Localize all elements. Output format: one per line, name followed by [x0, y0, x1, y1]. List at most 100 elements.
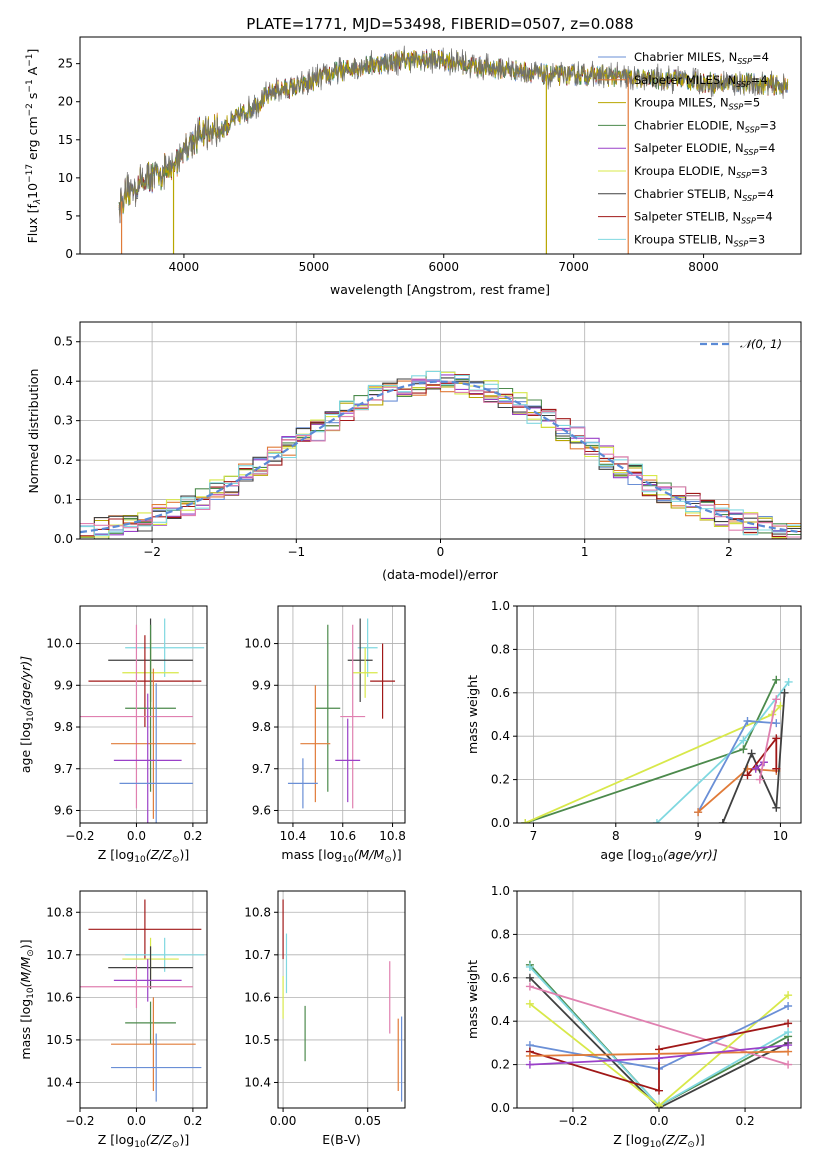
y-axis-label-part: 10	[25, 183, 40, 199]
axes-frame	[79, 890, 208, 1109]
x-tick-label: 8000	[688, 260, 719, 274]
plot-area	[80, 618, 205, 823]
y-axis-label-part: )]	[18, 939, 33, 949]
y-tick-label: 15	[58, 133, 73, 147]
y-axis-label-part: −1	[25, 79, 35, 92]
legend-entry-count: =3	[751, 164, 768, 178]
x-tick-label: 10.6	[329, 829, 356, 843]
x-axis-label-part: )]	[179, 847, 189, 862]
x-tick-label: 0.2	[183, 829, 202, 843]
legend-entry-label: Kroupa STELIB, N	[634, 232, 734, 246]
y-axis-label-part: age [log	[18, 722, 33, 773]
x-tick-label: −0.2	[65, 829, 94, 843]
weight-marker	[743, 771, 752, 780]
x-axis-label-part: ⊙	[172, 1140, 180, 1150]
y-axis-label-part: Flux [f	[25, 204, 40, 244]
legend-entry: Kroupa STELIB, NSSP=3	[634, 232, 765, 248]
y-tick-label: 10.6	[46, 990, 73, 1004]
error-bar-point	[88, 635, 202, 728]
y-axis-label-part: (M/M	[18, 957, 33, 988]
y-tick-label: 0.8	[491, 927, 510, 941]
error-bar-point	[370, 643, 396, 719]
error-bar-point	[80, 624, 193, 809]
axes-frame	[277, 890, 406, 1109]
error-bar-point	[111, 997, 196, 1091]
y-tick-label: 9.9	[54, 678, 73, 692]
x-tick-label: 6000	[428, 260, 459, 274]
y-tick-label: 0.2	[491, 1058, 510, 1072]
legend-entry-count: =4	[756, 210, 773, 224]
weight-marker	[784, 1019, 793, 1028]
legend-entry-subscript: SSP	[742, 194, 757, 203]
axes: −0.2 0.0 0.2 9.6 9.7 9.8 9.9 10.0	[46, 605, 208, 843]
weight-marker	[784, 1002, 793, 1011]
y-tick-label: 0.6	[491, 686, 510, 700]
axes: −2 −1 0 1 2 0.0 0.1 0.2 0.3 0.4 0.5	[54, 321, 802, 559]
y-tick-label: 0.4	[54, 374, 73, 388]
axes: 10.4 10.6 10.8 9.6 9.7 9.8 9.9 10.0	[244, 605, 406, 843]
weight-marker	[772, 803, 781, 812]
weight-marker	[739, 745, 748, 754]
plot-area	[521, 675, 793, 823]
error-bar-point	[340, 624, 366, 809]
error-bar-point	[300, 685, 331, 803]
y-axis-label-part: −1	[25, 54, 35, 67]
legend-entry-subscript: SSP	[734, 239, 749, 248]
y-tick-label: 10.0	[46, 637, 73, 651]
x-axis-label-part: (Z/Z	[146, 847, 173, 862]
weight-marker	[772, 719, 781, 728]
x-axis-label-part: 10	[134, 1140, 146, 1150]
legend-entry: Chabrier STELIB, NSSP=4	[634, 187, 774, 203]
y-tick-label: 10.7	[46, 948, 73, 962]
y-tick-label: 0.0	[491, 1101, 510, 1115]
y-axis-label-part: −17	[25, 164, 35, 183]
y-tick-label: 0.4	[491, 1014, 510, 1028]
y-axis-label-part: −2	[25, 103, 35, 116]
y-axis-label: Normed distribution	[26, 369, 41, 494]
y-axis-label: mass weight	[465, 960, 480, 1039]
x-axis-label: (data-model)/error	[382, 567, 499, 582]
error-bar-point	[111, 1033, 202, 1102]
y-tick-label: 0.6	[491, 971, 510, 985]
weight-marker	[525, 1060, 534, 1069]
y-tick-label: 10.7	[244, 948, 271, 962]
x-axis-label-part: (M/M	[354, 847, 385, 862]
y-tick-label: 10.4	[46, 1075, 73, 1089]
y-tick-label: 10.8	[244, 905, 271, 919]
axes: 0.00 0.05 10.4 10.5 10.6 10.7 10.8	[244, 890, 406, 1128]
weight-marker	[784, 1060, 793, 1069]
legend-entry: Chabrier ELODIE, NSSP=3	[634, 118, 776, 134]
error-bar-point	[357, 618, 378, 677]
x-tick-label: 0.0	[127, 1114, 146, 1128]
y-axis-label: Flux [fλ10−17 erg cm−2 s−1 A−1]	[25, 49, 43, 244]
x-axis-label-part: 10	[652, 855, 664, 865]
legend: 𝒩(0, 1)	[700, 337, 782, 351]
legend-entry-label: Salpeter STELIB, N	[634, 210, 741, 224]
x-tick-label: 0.05	[354, 1114, 381, 1128]
x-tick-label: 0.00	[270, 1114, 297, 1128]
error-bar-point	[125, 1001, 176, 1045]
x-tick-label: −0.2	[558, 1114, 587, 1128]
y-tick-label: 0.4	[491, 729, 510, 743]
y-axis-label-part: mass [log	[18, 999, 33, 1060]
plot-area	[525, 960, 793, 1108]
weight-marker	[655, 1054, 663, 1063]
x-axis-label: Z [log10(Z/Z⊙)]	[613, 1132, 704, 1150]
weight-marker	[718, 819, 727, 823]
weight-vs-metallicity-panel: −0.2 0.0 0.2 0.0 0.2 0.4 0.6 0.8 1.0 Z [log10(Z/Z…	[465, 884, 802, 1150]
weight-marker	[525, 982, 534, 991]
gaussian-reference-curve	[80, 380, 801, 534]
y-tick-label: 10.5	[244, 1033, 271, 1047]
chart-title: PLATE=1771, MJD=53498, FIBERID=0507, z=0…	[246, 15, 633, 33]
legend-entry-count: =4	[758, 141, 775, 155]
legend-entry-subscript: SSP	[736, 171, 751, 180]
y-tick-label: 9.8	[252, 720, 271, 734]
weight-series-line	[721, 692, 786, 823]
legend-entry-label: Chabrier ELODIE, N	[634, 118, 745, 132]
weight-marker	[755, 775, 764, 784]
error-bar-point	[113, 693, 182, 823]
y-tick-label: 0	[65, 247, 73, 261]
x-tick-label: 0.2	[183, 1114, 202, 1128]
y-tick-label: 9.6	[252, 803, 271, 817]
y-axis-label-part: (age/yr)]	[18, 656, 33, 711]
